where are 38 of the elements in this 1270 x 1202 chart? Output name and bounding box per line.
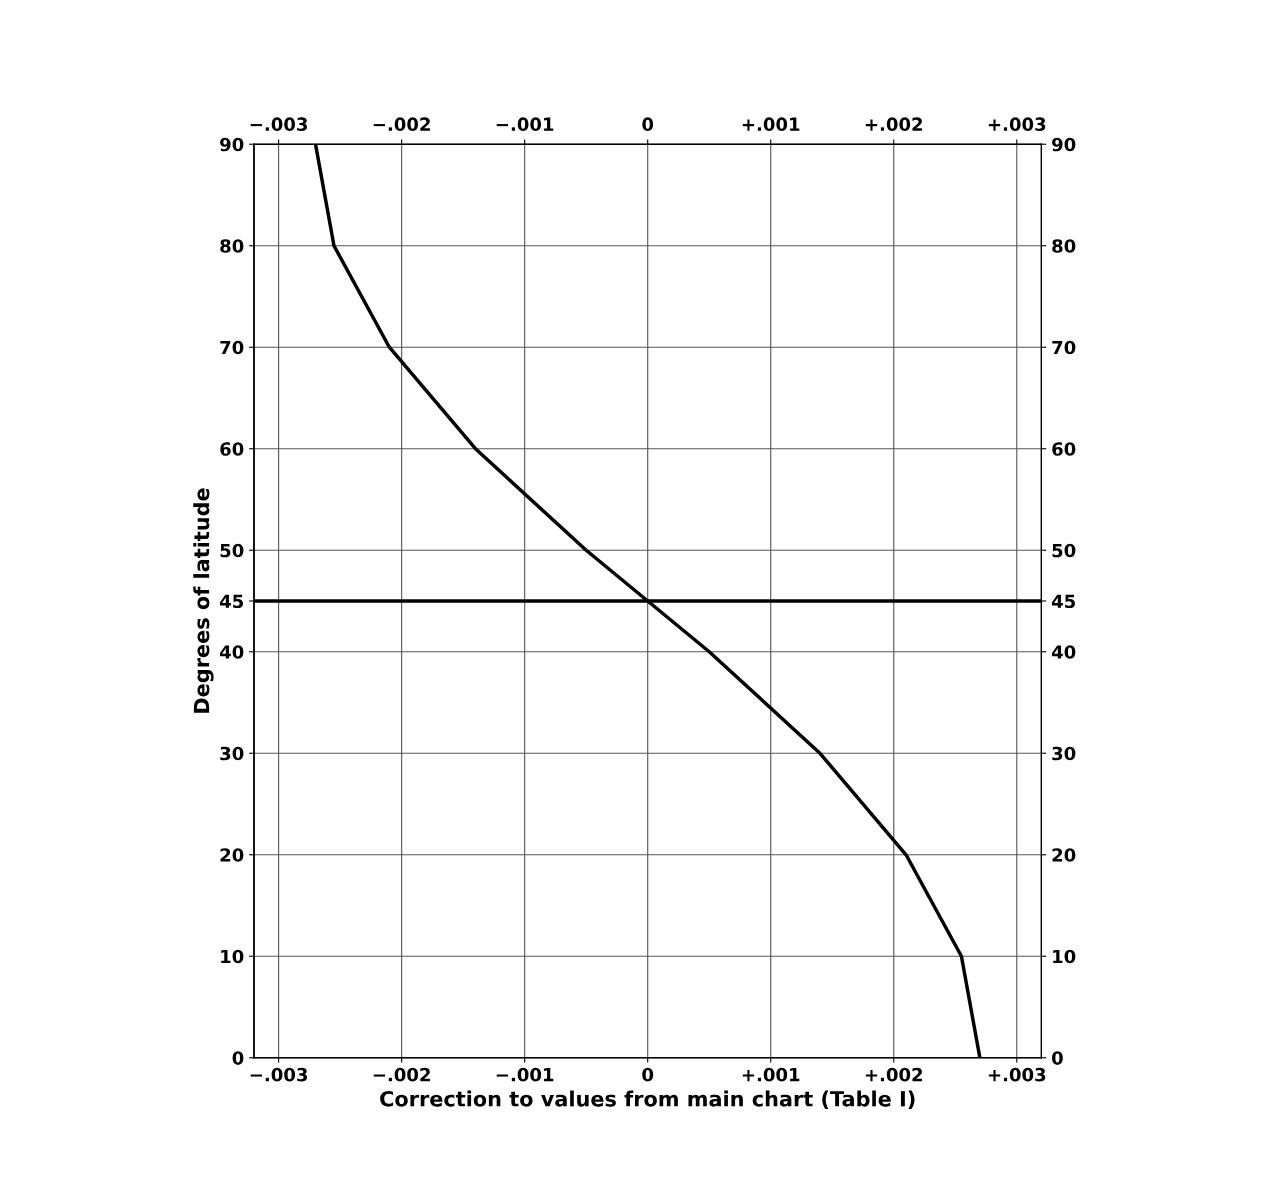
x-tick-label: 0 <box>642 1067 654 1082</box>
x-tick-label: −.002 <box>373 1067 430 1082</box>
y-tick-label: 40 <box>219 645 244 659</box>
y2-tick-label: 20 <box>1052 848 1076 862</box>
y2-tick-label: 90 <box>1052 137 1076 152</box>
x2-tick-label: +.002 <box>865 117 923 132</box>
y-tick-label: 90 <box>220 137 244 152</box>
y-tick-label: 60 <box>220 442 244 456</box>
y-tick-label: 80 <box>220 239 244 253</box>
y2-tick-label: 10 <box>1053 949 1076 964</box>
x2-tick-label: 0 <box>642 117 654 132</box>
y-tick-label: 50 <box>220 543 244 558</box>
y-tick-label: 10 <box>221 949 244 964</box>
x2-tick-label: −.001 <box>496 117 554 132</box>
y-axis-title: Degrees of latitude <box>193 488 214 713</box>
y2-tick-label: 40 <box>1051 645 1076 659</box>
y2-tick-label: 30 <box>1052 746 1076 761</box>
y2-tick-label: 70 <box>1052 340 1076 355</box>
y2-tick-label: 80 <box>1052 239 1076 253</box>
x-tick-label: −.001 <box>496 1067 554 1082</box>
y2-tick-label: 45 <box>1051 594 1075 609</box>
x-tick-label: +.001 <box>742 1067 800 1082</box>
y-tick-label: 45 <box>219 594 244 609</box>
x-tick-label: +.002 <box>865 1067 923 1082</box>
y2-tick-label: 50 <box>1052 543 1076 558</box>
x2-tick-label: +.003 <box>988 117 1046 132</box>
x-tick-label: +.003 <box>988 1067 1046 1082</box>
x2-tick-label: −.003 <box>250 117 308 132</box>
y-tick-label: 30 <box>220 746 244 761</box>
y-tick-label: 0 <box>232 1051 244 1065</box>
y2-tick-label: 0 <box>1051 1051 1063 1065</box>
y2-tick-label: 60 <box>1052 442 1076 456</box>
y-tick-label: 70 <box>220 340 244 355</box>
x2-tick-label: +.001 <box>742 117 800 132</box>
y-tick-label: 20 <box>220 848 244 862</box>
x-axis-title: Correction to values from main chart (Table I) <box>380 1090 915 1110</box>
x2-tick-label: −.002 <box>373 117 430 132</box>
x-tick-label: −.003 <box>250 1067 308 1082</box>
